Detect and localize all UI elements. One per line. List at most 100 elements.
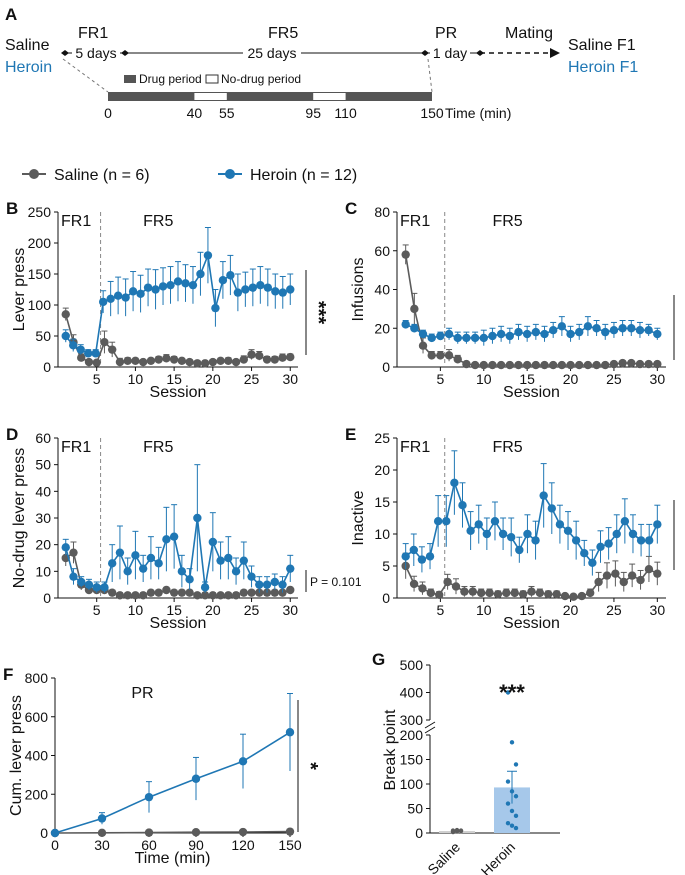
data-point-e-saline-4 [435, 590, 444, 599]
y-tick-label-b-3: 150 [28, 266, 52, 282]
data-point-b-heroin-5 [98, 297, 108, 307]
x-tick-label-b-0: 5 [93, 371, 101, 387]
data-point-e-saline-12 [502, 588, 511, 598]
data-point-d-heroin-26 [262, 580, 272, 589]
x-axis-label-b: Session [150, 384, 207, 401]
y-tick-label-d-5: 50 [35, 457, 51, 473]
data-point-c-heroin-12 [505, 331, 515, 341]
data-point-e-heroin-3 [425, 552, 435, 561]
category-label-saline: Saline [424, 839, 463, 875]
data-point-f-heroin-0 [50, 828, 60, 838]
session-bar-nodrug-0 [194, 93, 227, 100]
data-point-e-heroin-0 [401, 552, 410, 561]
data-point-c-saline-0 [401, 250, 410, 259]
data-point-e-saline-1 [409, 579, 419, 589]
data-point-b-heroin-19 [203, 251, 213, 260]
y-tick-label-c-3: 60 [374, 243, 390, 259]
data-point-b-saline-9 [131, 356, 140, 365]
data-point-d-heroin-19 [208, 537, 218, 547]
x-tick-label-f-2: 60 [141, 837, 157, 853]
data-point-e-heroin-5 [442, 517, 451, 526]
data-point-c-saline-18 [557, 360, 567, 370]
data-point-d-saline-12 [154, 588, 163, 597]
data-point-b-heroin-24 [241, 285, 250, 294]
data-point-b-heroin-18 [196, 269, 205, 279]
data-point-c-heroin-0 [401, 320, 410, 329]
y-tick-label-g-low-4: 200 [400, 727, 424, 743]
y-tick-label-e-5: 25 [374, 430, 390, 446]
data-point-e-heroin-1 [409, 545, 418, 555]
data-point-b-saline-14 [169, 355, 179, 364]
data-point-e-heroin-9 [474, 520, 483, 529]
data-point-c-heroin-20 [575, 327, 584, 337]
data-point-d-heroin-21 [224, 553, 233, 563]
data-point-e-heroin-29 [636, 536, 646, 545]
x-tick-label-f-4: 120 [231, 837, 255, 853]
x-tick-label-e-3: 20 [563, 602, 579, 618]
y-tick-label-d-0: 0 [43, 590, 51, 606]
x-tick-label-e-1: 10 [476, 602, 492, 618]
data-point-e-heroin-30 [645, 536, 654, 545]
time-tick-4: 110 [334, 105, 357, 121]
data-point-e-heroin-8 [466, 526, 475, 535]
significance-label-e: *** [675, 523, 685, 547]
x-tick-label-c-3: 20 [563, 371, 579, 387]
x-axis-label-f: Time (min) [135, 850, 211, 867]
x-tick-label-f-1: 30 [94, 837, 110, 853]
y-tick-label-f-3: 600 [25, 709, 49, 725]
data-point-b-saline-6 [107, 345, 117, 354]
dot-saline-4 [454, 827, 460, 833]
data-point-c-saline-25 [618, 358, 627, 368]
timeline-fr1-label: FR1 [78, 25, 108, 42]
panel-label-b: B [6, 199, 18, 218]
y-axis-label-c: Infusions [350, 257, 367, 321]
y-axis-label-e: Inactive [350, 490, 367, 545]
data-point-c-heroin-19 [566, 329, 575, 339]
data-point-e-saline-3 [426, 588, 436, 598]
y-tick-label-g-up-0: 300 [400, 712, 424, 728]
data-point-b-heroin-8 [121, 293, 130, 302]
data-point-d-heroin-4 [92, 583, 101, 592]
data-point-b-heroin-25 [248, 283, 258, 292]
data-point-c-heroin-10 [488, 331, 497, 341]
chart-title-f: PR [131, 685, 153, 702]
y-tick-label-d-4: 40 [35, 483, 51, 499]
data-point-c-saline-28 [644, 359, 653, 369]
phase-label-fr5-e: FR5 [492, 439, 522, 456]
y-tick-label-g-low-3: 150 [400, 752, 424, 768]
data-point-e-saline-18 [552, 589, 561, 599]
data-point-e-heroin-25 [604, 539, 613, 548]
data-point-c-saline-26 [627, 358, 636, 368]
legend-nodrug-label: No-drug period [221, 72, 301, 86]
data-point-b-saline-21 [224, 356, 233, 365]
data-point-b-saline-17 [193, 359, 202, 368]
y-axis-label-g: Break point [382, 709, 399, 790]
data-point-d-saline-21 [224, 591, 233, 600]
data-point-e-saline-6 [451, 582, 461, 591]
data-point-d-heroin-3 [84, 580, 94, 589]
data-point-d-saline-11 [146, 588, 156, 597]
data-point-b-saline-16 [185, 357, 194, 367]
data-point-c-saline-7 [462, 359, 471, 369]
data-point-e-heroin-26 [612, 529, 621, 539]
x-tick-label-b-2: 15 [166, 371, 182, 387]
dot-heroin-3 [505, 779, 511, 784]
timeline-fr1-days: 5 days [75, 45, 116, 61]
data-point-c-saline-9 [479, 360, 488, 370]
data-point-d-saline-14 [169, 588, 179, 597]
data-point-d-saline-6 [107, 588, 117, 597]
data-point-c-heroin-21 [583, 322, 593, 331]
legend-drug-label: Drug period [139, 72, 202, 86]
dot-heroin-1 [509, 740, 515, 745]
data-point-c-heroin-28 [644, 325, 653, 335]
dot-heroin-6 [505, 801, 511, 806]
data-point-b-saline-3 [84, 357, 94, 367]
data-point-e-heroin-18 [547, 504, 556, 513]
data-point-d-heroin-1 [69, 572, 78, 581]
data-point-e-heroin-22 [580, 549, 589, 558]
x-tick-label-c-4: 25 [606, 371, 622, 387]
significance-label-c: *** [675, 316, 685, 340]
category-label-heroin: Heroin [478, 839, 518, 875]
y-tick-label-b-1: 50 [35, 328, 51, 344]
y-tick-label-d-2: 20 [35, 537, 51, 553]
